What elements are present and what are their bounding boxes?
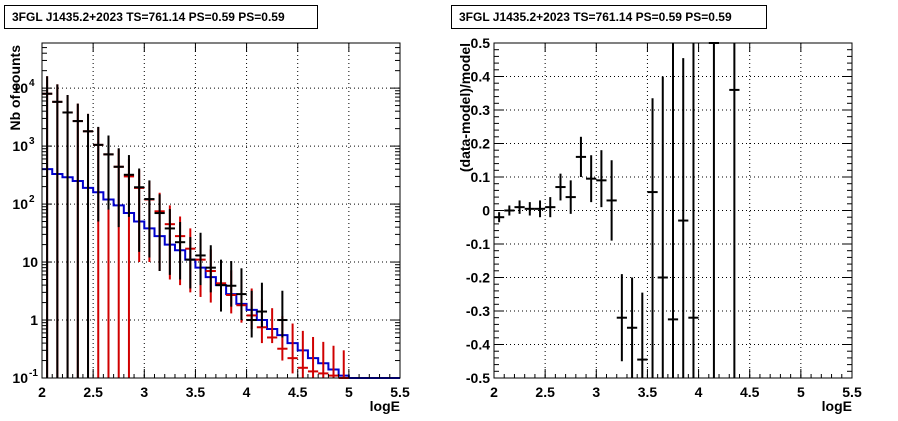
right-x-tick-label: 2.5 xyxy=(535,384,555,400)
left-plot-frame xyxy=(41,42,401,379)
left-x-tick-label: 3.5 xyxy=(186,384,206,400)
left-y-tick-exponent: 2 xyxy=(29,194,35,205)
right-x-tick-label: 4 xyxy=(695,384,703,400)
left-y-tick-exponent: 3 xyxy=(29,136,35,147)
right-y-tick-label: 0.4 xyxy=(471,69,491,85)
right-x-tick-label: 3.5 xyxy=(638,384,658,400)
left-x-tick-label: 4.5 xyxy=(288,384,308,400)
left-x-tick-label: 5.5 xyxy=(390,384,410,400)
left-x-tick-label: 2 xyxy=(38,384,46,400)
left-y-tick-label: 10 xyxy=(12,196,28,212)
right-y-tick-label: 0.2 xyxy=(471,136,491,152)
right-y-tick-label: 0.3 xyxy=(471,102,491,118)
right-chart-title: 3FGL J1435.2+2023 TS=761.14 PS=0.59 PS=0… xyxy=(451,5,767,29)
left-y-tick-exponent: -1 xyxy=(29,368,38,379)
left-x-tick-label: 4 xyxy=(243,384,251,400)
left-x-axis-title: logE xyxy=(370,398,400,414)
left-x-tick-label: 2.5 xyxy=(83,384,103,400)
left-y-tick-label: 1 xyxy=(30,312,38,328)
left-y-tick-exponent: 4 xyxy=(29,78,35,89)
left-x-tick-label: 3 xyxy=(140,384,148,400)
right-x-tick-label: 2 xyxy=(490,384,498,400)
right-chart-panel: 2 2.5 3 3.5 4 4.5 5 5.5 -0.5 -0.4 -0.3 -0.2 -0.1 0 0.1… xyxy=(457,35,862,414)
right-x-tick-label: 4.5 xyxy=(740,384,760,400)
left-x-tick-label: 5 xyxy=(345,384,353,400)
right-x-axis-title: logE xyxy=(822,398,852,414)
right-x-tick-label: 3 xyxy=(592,384,600,400)
left-y-tick-label: 10 xyxy=(22,254,38,270)
left-y-tick-label: 10 xyxy=(12,80,28,96)
right-y-axis-title: (data-model)/model xyxy=(457,43,473,172)
left-chart-title: 3FGL J1435.2+2023 TS=761.14 PS=0.59 PS=0… xyxy=(4,5,318,29)
right-x-tick-label: 5 xyxy=(797,384,805,400)
left-y-axis-title: Nb of counts xyxy=(7,45,23,131)
right-y-tick-label: -0.2 xyxy=(466,270,490,286)
left-plot-area xyxy=(42,43,400,378)
right-y-tick-label: -0.4 xyxy=(466,337,490,353)
right-y-tick-label: 0.5 xyxy=(471,35,491,51)
right-y-tick-label: 0.1 xyxy=(471,169,491,185)
left-y-tick-label: 10 xyxy=(12,370,28,386)
left-y-tick-label: 10 xyxy=(12,138,28,154)
right-x-tick-label: 5.5 xyxy=(842,384,862,400)
right-y-tick-label: 0 xyxy=(482,203,490,219)
right-y-tick-label: -0.1 xyxy=(466,236,490,252)
right-y-tick-label: -0.5 xyxy=(466,370,490,386)
right-y-tick-label: -0.3 xyxy=(466,303,490,319)
